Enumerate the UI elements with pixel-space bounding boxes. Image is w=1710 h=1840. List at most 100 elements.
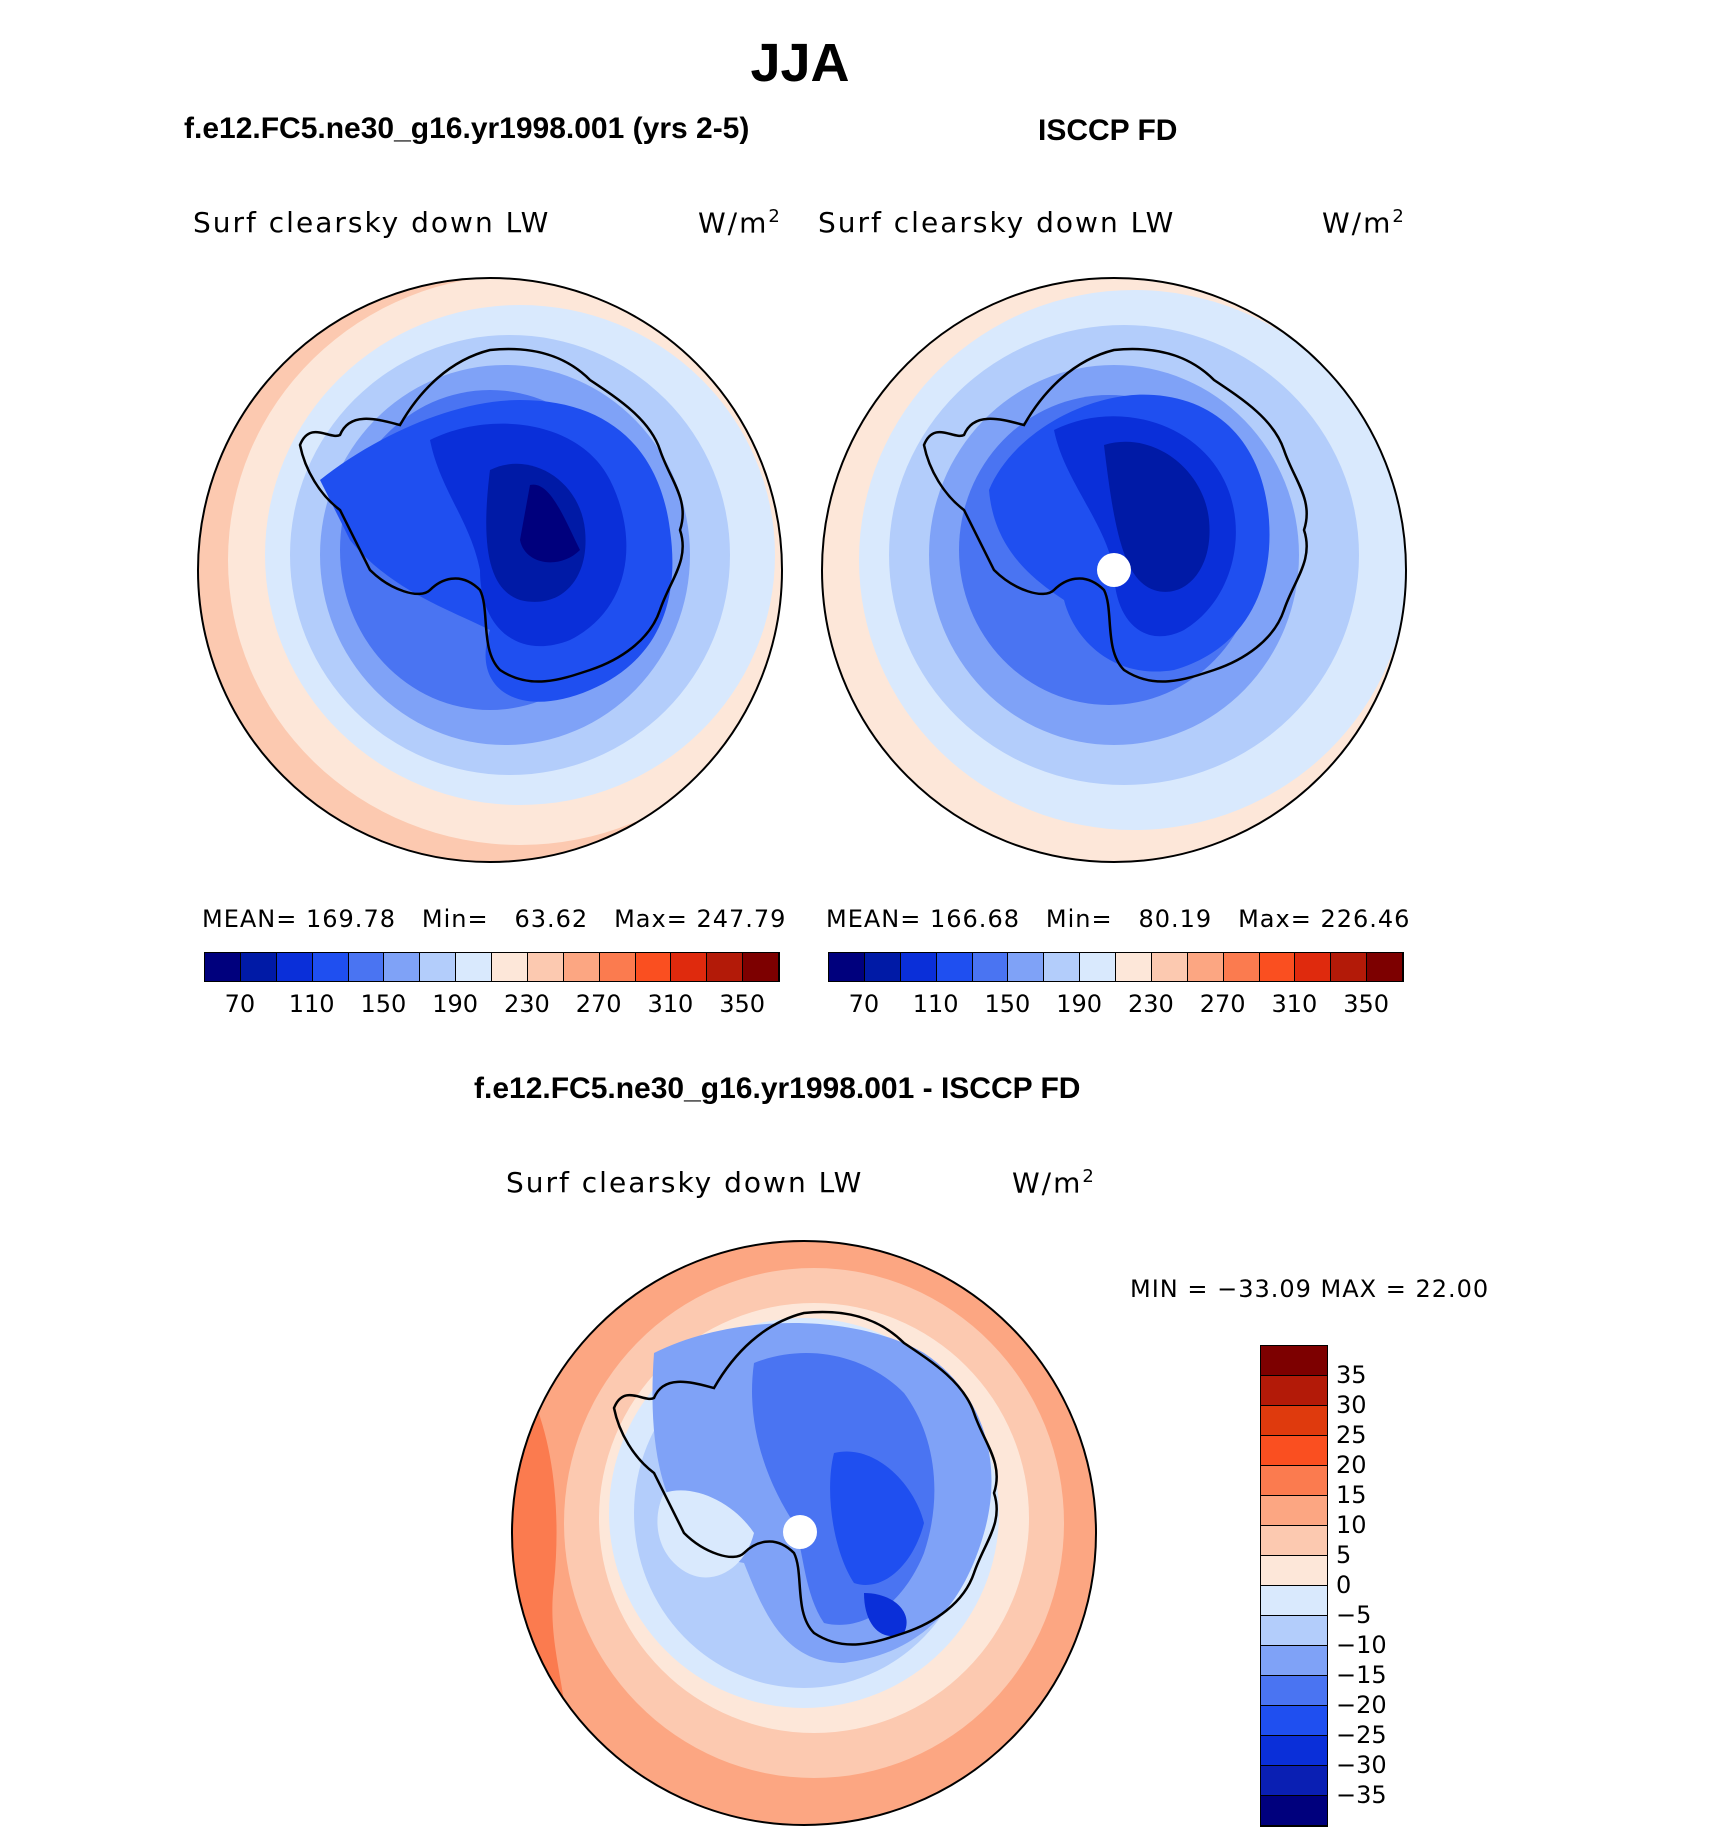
colorbar-swatch xyxy=(1331,953,1368,981)
colorbar-swatch xyxy=(563,953,600,981)
colorbar-tick-label: 150 xyxy=(984,990,1031,1018)
colorbar-swatch xyxy=(1261,1466,1327,1496)
colorbar-swatch xyxy=(1044,953,1081,981)
colorbar-swatch xyxy=(1261,1706,1327,1736)
diff-colorbar xyxy=(1260,1345,1328,1827)
colorbar-swatch xyxy=(864,953,901,981)
diff-units-label: W/m2 xyxy=(1012,1166,1096,1200)
colorbar-swatch xyxy=(1187,953,1224,981)
right-colorbar-ticks: 70 110 150 190 230 270 310 350 xyxy=(828,990,1402,1020)
colorbar-swatch xyxy=(707,953,744,981)
colorbar-swatch xyxy=(1261,1376,1327,1406)
colorbar-swatch xyxy=(276,953,313,981)
colorbar-tick-label: 15 xyxy=(1336,1481,1367,1509)
colorbar-swatch xyxy=(1261,1796,1327,1826)
colorbar-tick-label: 350 xyxy=(1343,990,1390,1018)
right-variable-label: Surf clearsky down LW xyxy=(818,206,1176,239)
diff-polar-map xyxy=(511,1240,1097,1826)
colorbar-tick-label: −10 xyxy=(1336,1631,1387,1659)
colorbar-tick-label: 10 xyxy=(1336,1511,1367,1539)
colorbar-tick-label: 270 xyxy=(1199,990,1246,1018)
left-colorbar-ticks: 70 110 150 190 230 270 310 350 xyxy=(204,990,778,1020)
left-colorbar xyxy=(204,952,780,982)
colorbar-tick-label: 35 xyxy=(1336,1361,1367,1389)
left-case-title: f.e12.FC5.ne30_g16.yr1998.001 (yrs 2-5) xyxy=(184,112,750,145)
colorbar-tick-label: 230 xyxy=(1127,990,1174,1018)
left-coastline xyxy=(298,347,684,683)
diff-variable-label: Surf clearsky down LW xyxy=(506,1166,864,1199)
colorbar-tick-label: 270 xyxy=(575,990,622,1018)
left-units-label: W/m2 xyxy=(698,206,782,240)
colorbar-swatch xyxy=(312,953,349,981)
colorbar-swatch xyxy=(1261,1676,1327,1706)
colorbar-swatch xyxy=(1261,1586,1327,1616)
colorbar-swatch xyxy=(635,953,672,981)
right-polar-map xyxy=(821,277,1407,863)
colorbar-swatch xyxy=(1080,953,1116,981)
colorbar-tick-label: −5 xyxy=(1336,1601,1372,1629)
colorbar-tick-label: 150 xyxy=(360,990,407,1018)
colorbar-tick-label: −25 xyxy=(1336,1721,1387,1749)
figure-title: JJA xyxy=(750,33,850,93)
colorbar-tick-label: 310 xyxy=(647,990,694,1018)
colorbar-swatch xyxy=(492,953,528,981)
colorbar-swatch xyxy=(527,953,564,981)
colorbar-swatch xyxy=(1261,1496,1327,1526)
colorbar-tick-label: 5 xyxy=(1336,1541,1352,1569)
left-variable-label: Surf clearsky down LW xyxy=(193,206,551,239)
colorbar-tick-label: 110 xyxy=(912,990,959,1018)
colorbar-tick-label: 230 xyxy=(503,990,550,1018)
colorbar-tick-label: 190 xyxy=(432,990,479,1018)
colorbar-swatch xyxy=(671,953,708,981)
colorbar-swatch xyxy=(420,953,457,981)
colorbar-tick-label: 310 xyxy=(1271,990,1318,1018)
right-stats: MEAN= 166.68 Min= 80.19 Max= 226.46 xyxy=(826,905,1411,933)
colorbar-tick-label: 25 xyxy=(1336,1421,1367,1449)
colorbar-swatch xyxy=(829,953,865,981)
colorbar-swatch xyxy=(205,953,241,981)
colorbar-swatch xyxy=(1151,953,1188,981)
colorbar-swatch xyxy=(743,953,779,981)
colorbar-swatch xyxy=(1261,1616,1327,1646)
colorbar-tick-label: −15 xyxy=(1336,1661,1387,1689)
colorbar-swatch xyxy=(1261,1406,1327,1436)
colorbar-swatch xyxy=(900,953,937,981)
colorbar-tick-label: −35 xyxy=(1336,1781,1387,1809)
colorbar-swatch xyxy=(348,953,385,981)
colorbar-tick-label: −20 xyxy=(1336,1691,1387,1719)
colorbar-swatch xyxy=(1261,1556,1327,1586)
colorbar-swatch xyxy=(1295,953,1332,981)
left-stats: MEAN= 169.78 Min= 63.62 Max= 247.79 xyxy=(202,905,787,933)
right-colorbar xyxy=(828,952,1404,982)
right-case-title: ISCCP FD xyxy=(1038,114,1178,147)
colorbar-tick-label: −30 xyxy=(1336,1751,1387,1779)
colorbar-swatch xyxy=(384,953,421,981)
colorbar-swatch xyxy=(1223,953,1260,981)
colorbar-tick-label: 350 xyxy=(719,990,766,1018)
colorbar-tick-label: 20 xyxy=(1336,1451,1367,1479)
colorbar-swatch xyxy=(456,953,492,981)
colorbar-tick-label: 190 xyxy=(1056,990,1103,1018)
colorbar-tick-label: 70 xyxy=(848,990,880,1018)
colorbar-swatch xyxy=(1261,1646,1327,1676)
colorbar-tick-label: 0 xyxy=(1336,1571,1352,1599)
colorbar-swatch xyxy=(1261,1346,1327,1376)
right-coastline xyxy=(922,347,1308,683)
colorbar-swatch xyxy=(936,953,973,981)
colorbar-swatch xyxy=(1008,953,1045,981)
diff-colorbar-ticks: 35 30 25 20 15 10 5 0 −5 −10 −15 −20 −25 −30 −35 xyxy=(1336,1345,1456,1825)
colorbar-swatch xyxy=(1261,1526,1327,1556)
colorbar-swatch xyxy=(1259,953,1296,981)
diff-minmax: MIN = −33.09 MAX = 22.00 xyxy=(1130,1275,1490,1303)
colorbar-tick-label: 110 xyxy=(288,990,335,1018)
colorbar-swatch xyxy=(240,953,277,981)
colorbar-swatch xyxy=(599,953,636,981)
colorbar-swatch xyxy=(1116,953,1152,981)
left-polar-map xyxy=(197,277,783,863)
diff-coastline xyxy=(612,1310,998,1646)
colorbar-swatch xyxy=(1261,1736,1327,1766)
colorbar-swatch xyxy=(1367,953,1403,981)
colorbar-swatch xyxy=(1261,1766,1327,1796)
colorbar-tick-label: 70 xyxy=(224,990,256,1018)
colorbar-tick-label: 30 xyxy=(1336,1391,1367,1419)
